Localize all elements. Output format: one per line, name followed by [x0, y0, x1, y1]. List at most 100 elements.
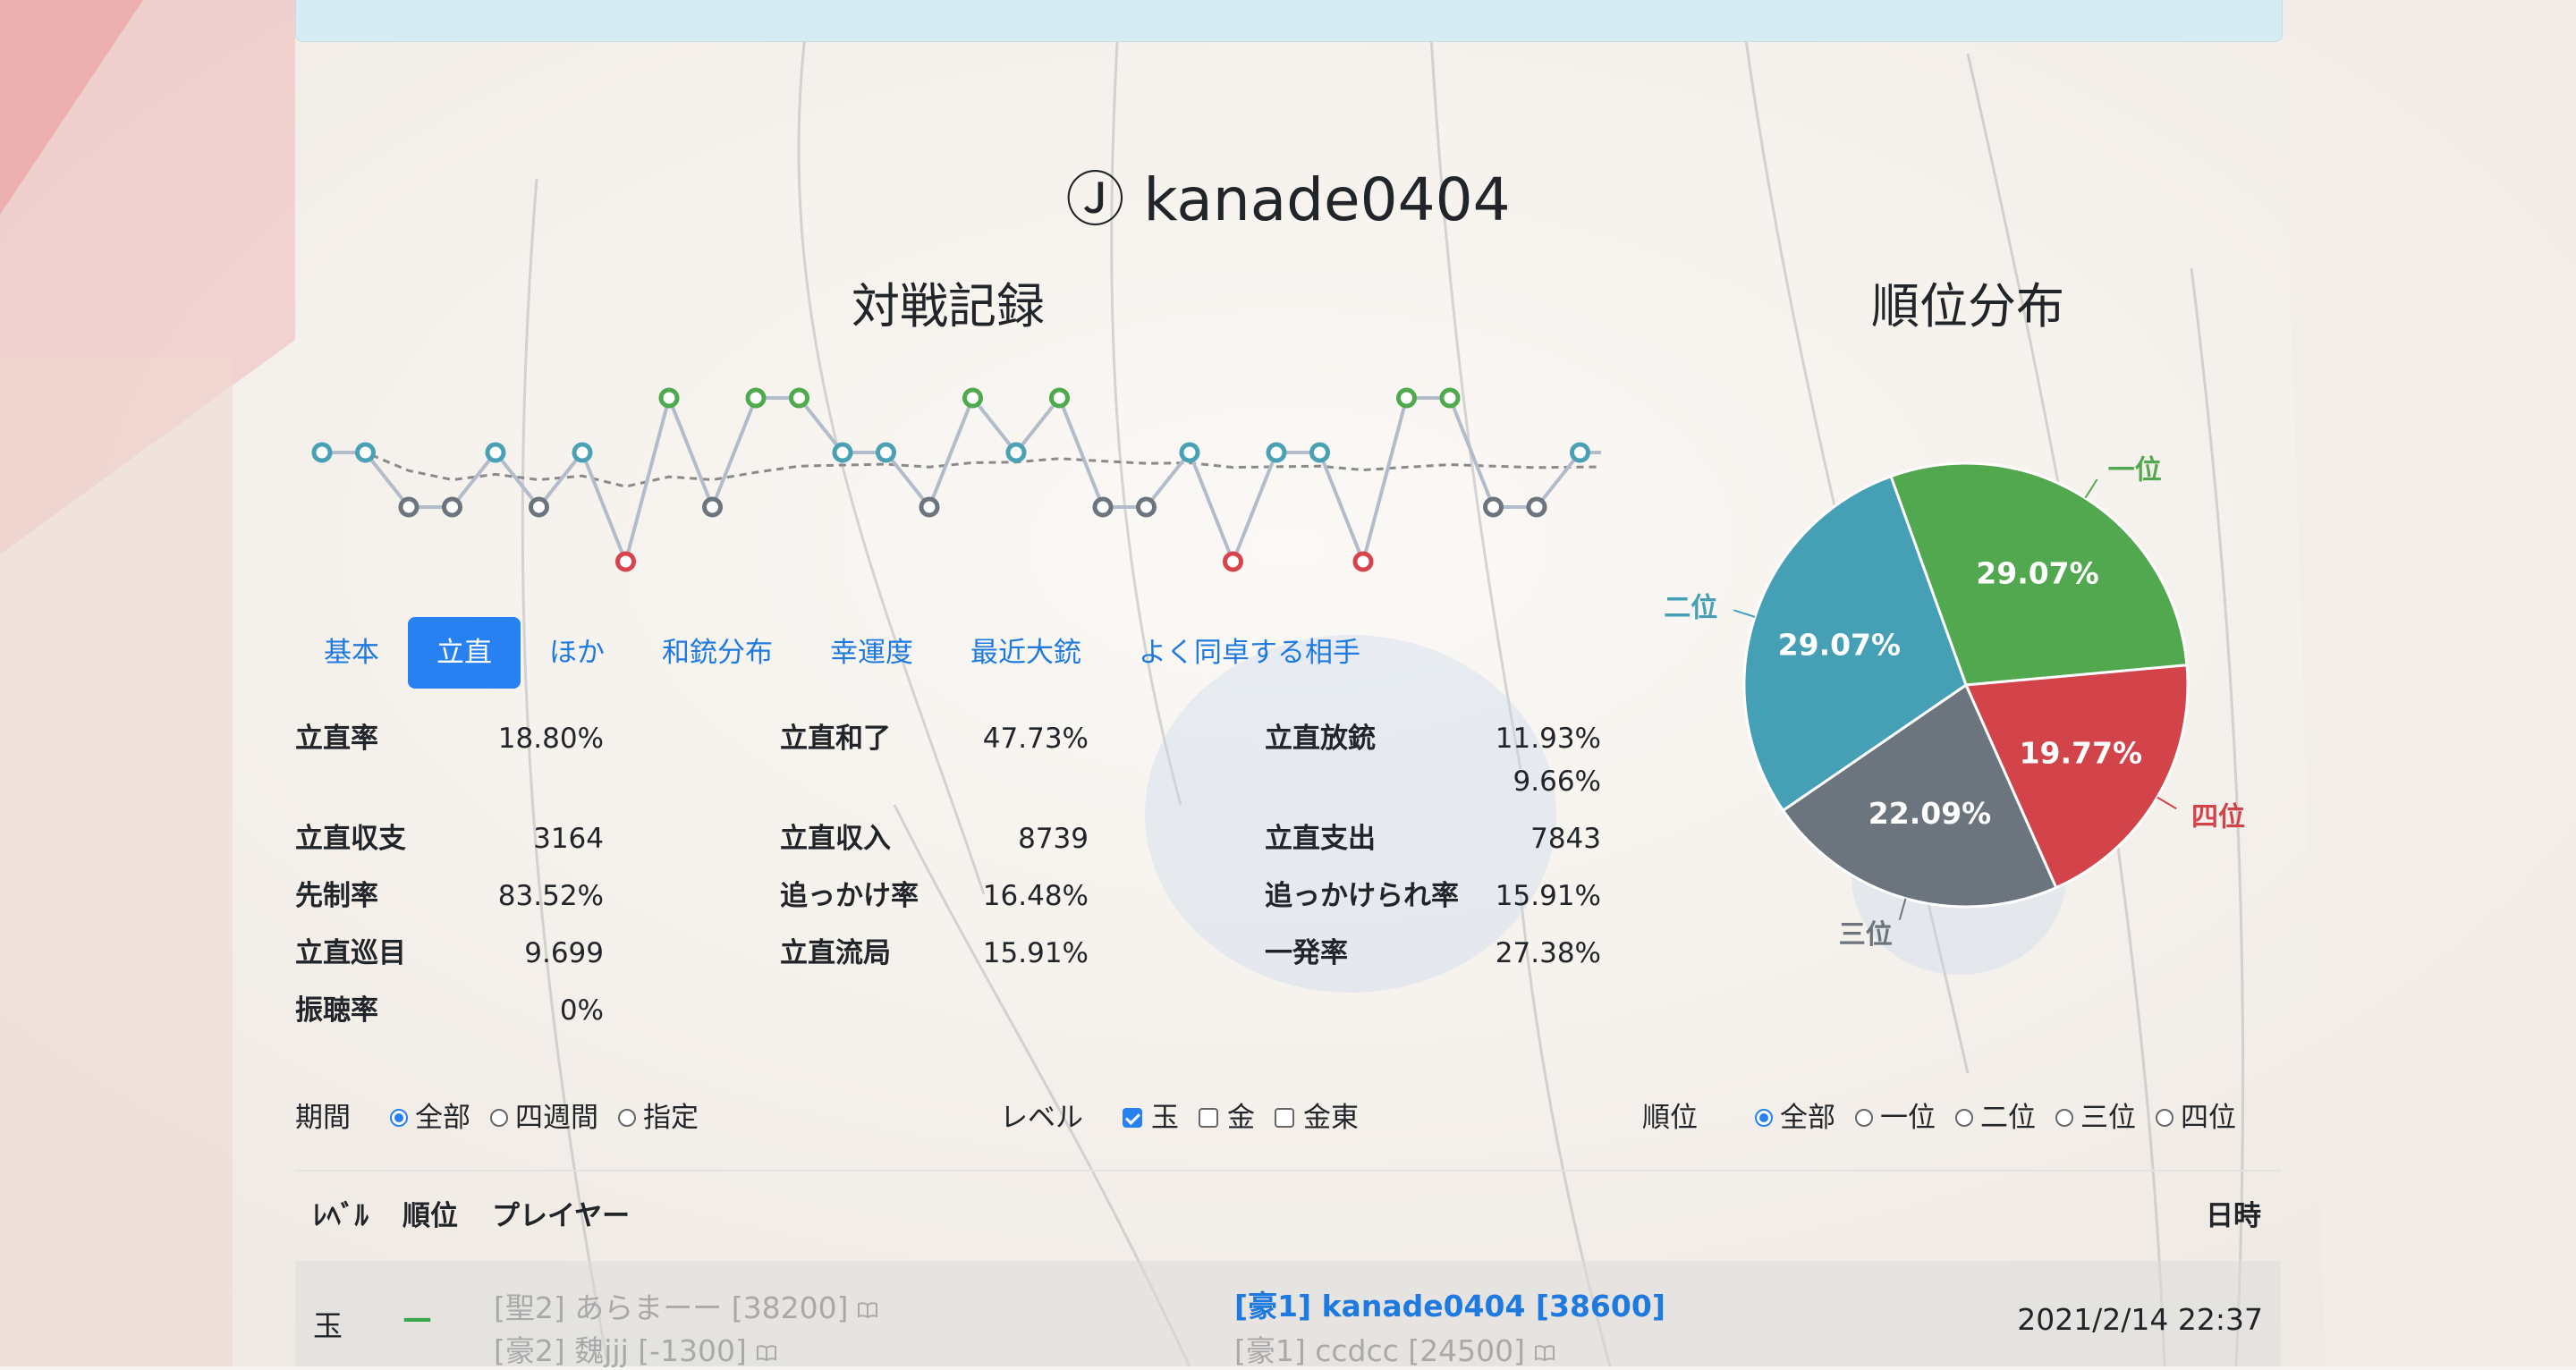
rank-point — [789, 387, 809, 409]
rank-point — [1309, 442, 1330, 463]
tab-riichi[interactable]: 立直 — [408, 617, 521, 689]
pie-slice — [1781, 682, 2058, 909]
period-option-all[interactable]: 全部 — [390, 1093, 470, 1143]
book-icon[interactable] — [857, 1301, 878, 1319]
level-filter: レベル 玉 金 金東 — [1000, 1093, 1378, 1143]
stat-value: 18.80% — [497, 723, 604, 755]
radio-icon[interactable] — [2055, 1109, 2073, 1127]
tab-frequent-opponents[interactable]: よく同卓する相手 — [1139, 637, 1360, 669]
row-player-1[interactable]: [聖2] あらまーー [38200] — [494, 1284, 878, 1327]
stat-riichi-draw: 立直流局 15.91% — [780, 926, 1089, 980]
radio-icon[interactable] — [1855, 1109, 1873, 1127]
rank-option-3rd[interactable]: 三位 — [2055, 1093, 2136, 1143]
player-3-name[interactable]: [豪1] kanade0404 [38600] — [1234, 1289, 1665, 1323]
tab-basic[interactable]: 基本 — [324, 637, 379, 669]
level-option-kin[interactable]: 金 — [1199, 1093, 1255, 1143]
rank-point — [355, 442, 376, 463]
period-label: 期間 — [295, 1102, 351, 1134]
rank-point — [529, 496, 549, 518]
stat-value: 83.52% — [497, 880, 604, 912]
tab-other[interactable]: ほか — [549, 637, 605, 669]
level-label: レベル — [1000, 1102, 1083, 1134]
radio-icon[interactable] — [1955, 1109, 1973, 1127]
option-label: 全部 — [1780, 1102, 1835, 1134]
checkbox-icon[interactable] — [1199, 1108, 1218, 1128]
tab-recent-big-dealin[interactable]: 最近大銃 — [970, 637, 1081, 669]
stat-label: 一発率 — [1265, 937, 1348, 969]
pie-slice — [1889, 461, 2189, 687]
tab-luck[interactable]: 幸運度 — [830, 637, 913, 669]
average-rank-line — [322, 451, 1601, 488]
option-label: 全部 — [415, 1102, 470, 1134]
rank-point — [485, 442, 506, 463]
stat-riichi-dealin: 立直放銃 11.93% — [1265, 712, 1601, 765]
row-player-3[interactable]: [豪1] kanade0404 [38600] — [1234, 1282, 1665, 1325]
radio-icon[interactable] — [2156, 1109, 2174, 1127]
player-name: Ⓙ kanade0404 — [1065, 165, 1511, 234]
row-level: 玉 — [313, 1308, 343, 1343]
book-icon[interactable] — [756, 1344, 777, 1362]
stat-value: 3164 — [533, 823, 604, 855]
radio-icon[interactable] — [618, 1109, 636, 1127]
rank-option-2nd[interactable]: 二位 — [1955, 1093, 2036, 1143]
player-1-name[interactable]: [聖2] あらまーー [38200] — [494, 1290, 849, 1325]
rank-option-1st[interactable]: 一位 — [1855, 1093, 1936, 1143]
rank-option-all[interactable]: 全部 — [1755, 1093, 1835, 1143]
rank-point — [1439, 387, 1461, 409]
rank-point — [398, 496, 419, 518]
rank-point — [1526, 496, 1547, 518]
stat-label: 立直収支 — [295, 823, 406, 855]
rank-label: 順位 — [1642, 1102, 1698, 1134]
row-player-4[interactable]: [豪1] ccdcc [24500] — [1234, 1327, 1555, 1370]
pie-percent-label: 19.77% — [2020, 735, 2142, 770]
stat-chase-riichi: 追っかけ率 16.48% — [780, 869, 1089, 923]
player-4-name[interactable]: [豪1] ccdcc [24500] — [1234, 1333, 1525, 1368]
player-2-name[interactable]: [豪2] 魏jjj [-1300] — [494, 1333, 747, 1368]
rank-point — [1396, 387, 1417, 409]
header-level: ﾚﾍﾞﾙ — [313, 1200, 369, 1232]
option-label: 三位 — [2080, 1102, 2136, 1134]
rank-pie-chart: 29.07% 一位 19.77% 四位 22.09% 三位 29.07% 二位 — [1664, 454, 2245, 950]
table-row[interactable] — [295, 1261, 2281, 1366]
stat-label: 立直放銃 — [1265, 723, 1376, 755]
period-option-custom[interactable]: 指定 — [618, 1093, 699, 1143]
pie-category-label: 一位 — [2108, 454, 2162, 486]
pie-percent-label: 29.07% — [1778, 627, 1901, 662]
stat-riichi-balance: 立直収支 3164 — [295, 812, 604, 866]
stat-value: 15.91% — [1495, 880, 1601, 912]
level-option-kin-east[interactable]: 金東 — [1275, 1093, 1359, 1143]
option-label: 金東 — [1303, 1102, 1359, 1134]
row-datetime: 2021/2/14 22:37 — [2017, 1302, 2263, 1337]
stat-label: 振聴率 — [295, 994, 378, 1027]
top-banner — [295, 0, 2283, 42]
stat-label: 立直支出 — [1265, 823, 1376, 855]
row-rank: — — [402, 1300, 432, 1335]
row-player-2[interactable]: [豪2] 魏jjj [-1300] — [494, 1327, 777, 1370]
stat-riichi-income: 立直収入 8739 — [780, 812, 1089, 866]
pie-slice — [1742, 474, 1968, 813]
rank-point — [962, 387, 983, 409]
radio-icon[interactable] — [390, 1109, 408, 1127]
radio-icon[interactable] — [490, 1109, 508, 1127]
rank-point — [702, 496, 723, 518]
option-label: 四週間 — [515, 1102, 598, 1134]
checkbox-icon[interactable] — [1123, 1108, 1142, 1128]
stat-label: 追っかけられ率 — [1265, 880, 1459, 912]
stat-chased-riichi: 追っかけられ率 15.91% — [1265, 869, 1601, 923]
option-label: 金 — [1227, 1102, 1255, 1134]
radio-icon[interactable] — [1755, 1109, 1773, 1127]
stat-ippatsu: 一発率 27.38% — [1265, 926, 1601, 980]
period-option-4weeks[interactable]: 四週間 — [490, 1093, 598, 1143]
tab-win-dealin-distribution[interactable]: 和銃分布 — [662, 637, 773, 669]
level-option-gyoku[interactable]: 玉 — [1123, 1093, 1179, 1143]
pie-leader-line — [1733, 609, 1756, 618]
book-icon[interactable] — [1534, 1344, 1555, 1362]
option-label: 四位 — [2181, 1102, 2236, 1134]
checkbox-icon[interactable] — [1275, 1108, 1294, 1128]
stat-value: 8739 — [1018, 823, 1089, 855]
stat-label: 立直収入 — [780, 823, 891, 855]
rank-option-4th[interactable]: 四位 — [2156, 1093, 2236, 1143]
pie-category-label: 四位 — [2191, 802, 2245, 833]
rank-point — [1483, 496, 1504, 518]
pie-leader-line — [1898, 898, 1907, 920]
